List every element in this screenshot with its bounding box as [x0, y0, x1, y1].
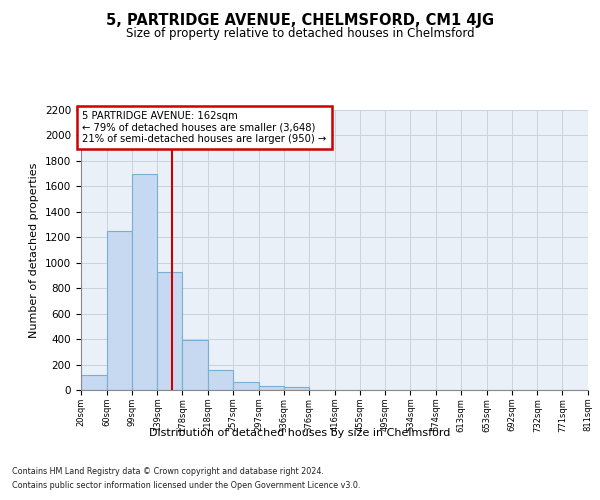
- Bar: [157, 272, 182, 390]
- Bar: [233, 382, 259, 390]
- Bar: [131, 174, 157, 390]
- Text: Contains HM Land Registry data © Crown copyright and database right 2024.: Contains HM Land Registry data © Crown c…: [12, 468, 324, 476]
- Bar: [107, 231, 131, 390]
- Y-axis label: Number of detached properties: Number of detached properties: [29, 162, 40, 338]
- Text: 5 PARTRIDGE AVENUE: 162sqm
← 79% of detached houses are smaller (3,648)
21% of s: 5 PARTRIDGE AVENUE: 162sqm ← 79% of deta…: [82, 112, 326, 144]
- Bar: [259, 386, 284, 390]
- Text: Distribution of detached houses by size in Chelmsford: Distribution of detached houses by size …: [149, 428, 451, 438]
- Bar: [208, 370, 233, 390]
- Text: Contains public sector information licensed under the Open Government Licence v3: Contains public sector information licen…: [12, 481, 361, 490]
- Bar: [81, 374, 107, 390]
- Text: 5, PARTRIDGE AVENUE, CHELMSFORD, CM1 4JG: 5, PARTRIDGE AVENUE, CHELMSFORD, CM1 4JG: [106, 12, 494, 28]
- Text: Size of property relative to detached houses in Chelmsford: Size of property relative to detached ho…: [125, 28, 475, 40]
- Bar: [284, 387, 309, 390]
- Bar: [182, 340, 208, 390]
